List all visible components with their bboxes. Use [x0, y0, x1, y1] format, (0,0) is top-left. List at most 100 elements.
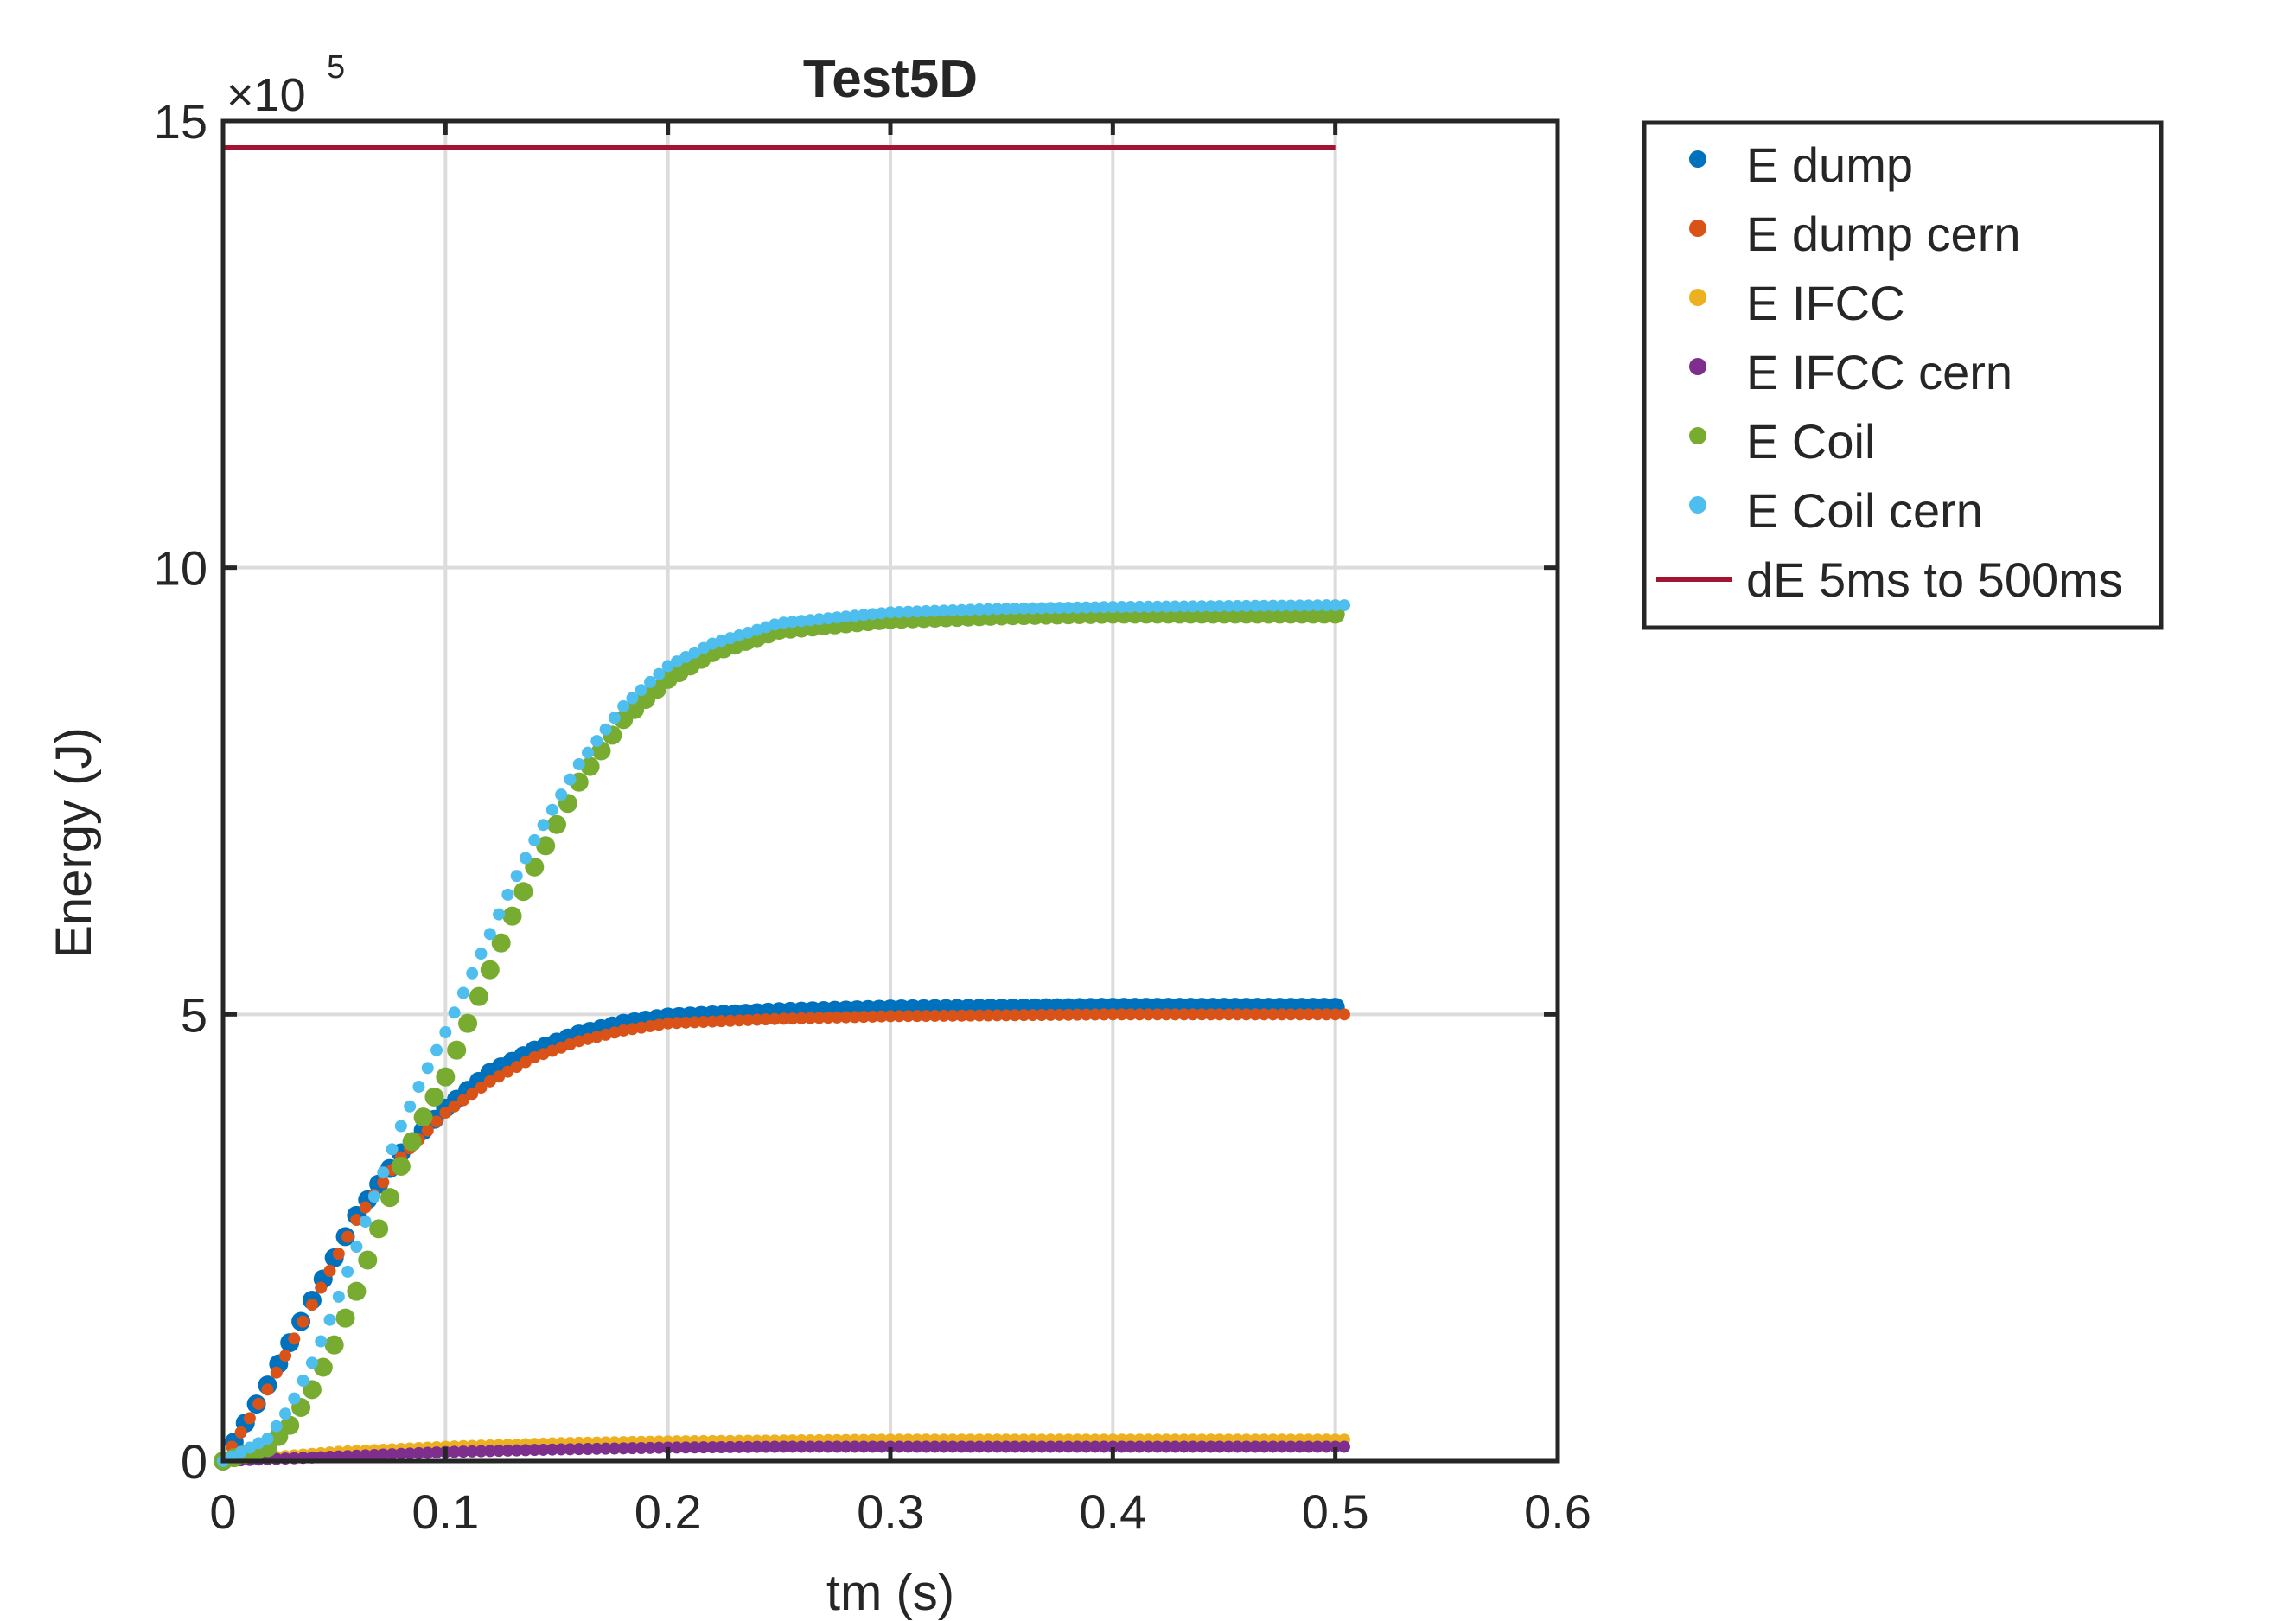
data-point: [448, 1100, 461, 1113]
data-point: [848, 1440, 861, 1453]
data-point: [733, 1014, 746, 1027]
data-point: [279, 1407, 292, 1420]
data-point: [1053, 602, 1066, 615]
data-point: [456, 1445, 469, 1458]
data-point: [920, 605, 933, 618]
legend-swatch: [1689, 496, 1706, 514]
data-point: [1204, 600, 1217, 613]
data-point: [617, 699, 630, 712]
data-point: [937, 604, 950, 617]
data-point: [893, 1010, 906, 1023]
data-point: [466, 1445, 479, 1458]
data-point: [910, 1440, 923, 1453]
data-point: [661, 1017, 674, 1030]
data-point: [644, 1441, 657, 1454]
data-point: [1107, 1440, 1119, 1453]
data-point: [1186, 600, 1199, 613]
data-point: [697, 1016, 710, 1029]
data-point: [1213, 1008, 1226, 1021]
legend-item: E IFCC cern: [1689, 345, 2012, 399]
data-point: [404, 1447, 417, 1460]
data-point: [288, 1332, 301, 1345]
data-point: [347, 1281, 367, 1301]
data-point: [1098, 1440, 1111, 1453]
data-point: [1302, 1440, 1315, 1453]
data-point: [430, 1446, 443, 1459]
data-point: [590, 1442, 603, 1455]
data-point: [884, 606, 896, 619]
data-point: [795, 1440, 808, 1453]
data-point: [475, 948, 488, 960]
data-point: [706, 1441, 719, 1454]
legend-label: E IFCC cern: [1746, 345, 2012, 399]
data-point: [715, 1441, 728, 1454]
data-point: [280, 1415, 300, 1435]
data-point: [821, 612, 834, 625]
data-point: [288, 1392, 301, 1405]
data-point: [1213, 1440, 1226, 1453]
data-point: [635, 1021, 647, 1034]
data-point: [1142, 600, 1155, 613]
data-point: [831, 1440, 844, 1453]
data-point: [813, 1440, 826, 1453]
data-point: [421, 1446, 434, 1459]
data-point: [1062, 1008, 1075, 1021]
y-exponent-base: ×10: [226, 69, 306, 121]
data-point: [537, 1443, 550, 1456]
series-e-dump-cern: [217, 1008, 1350, 1467]
data-point: [305, 1356, 318, 1369]
data-point: [1133, 600, 1146, 613]
data-point: [421, 1062, 434, 1075]
data-point: [777, 1440, 790, 1453]
data-point: [626, 1023, 639, 1036]
data-point: [510, 870, 523, 883]
data-point: [1160, 600, 1173, 613]
data-point: [1080, 601, 1093, 614]
data-point: [1302, 1008, 1315, 1021]
data-point: [928, 1440, 941, 1453]
data-point: [617, 1442, 630, 1455]
data-point: [617, 1024, 630, 1037]
data-point: [724, 1014, 737, 1027]
data-point: [706, 1015, 719, 1028]
data-point: [910, 605, 923, 618]
data-point: [1320, 1008, 1333, 1021]
data-point: [1088, 1440, 1101, 1453]
data-point: [358, 1250, 378, 1270]
data-point: [1124, 600, 1137, 613]
data-point: [599, 1442, 612, 1455]
data-point: [866, 608, 879, 621]
data-point: [1133, 1008, 1146, 1021]
data-point: [412, 1446, 425, 1459]
data-point: [252, 1397, 265, 1410]
data-point: [1124, 1440, 1137, 1453]
legend-swatch: [1689, 427, 1706, 444]
data-point: [1088, 601, 1101, 614]
y-exponent-power: 5: [327, 49, 345, 86]
data-point: [537, 819, 550, 832]
legend-label: E Coil: [1746, 414, 1875, 469]
data-point: [367, 1448, 380, 1461]
data-point: [1320, 1440, 1333, 1453]
data-point: [1266, 599, 1279, 612]
data-point: [447, 1040, 467, 1060]
data-point: [528, 833, 541, 846]
data-point: [1044, 602, 1057, 615]
data-point: [955, 603, 968, 616]
data-point: [1009, 1009, 1022, 1022]
data-point: [626, 1442, 639, 1455]
x-tick-label: 0.6: [1524, 1484, 1591, 1539]
data-point: [1115, 1440, 1128, 1453]
x-axis-label: tm (s): [826, 1565, 954, 1621]
data-point: [1115, 1008, 1128, 1021]
data-point: [1320, 599, 1333, 612]
data-point: [279, 1350, 292, 1363]
chart-title: Test5D: [803, 49, 978, 109]
data-point: [599, 723, 612, 736]
data-point: [608, 1442, 621, 1455]
data-point: [964, 1440, 977, 1453]
data-point: [1071, 1008, 1084, 1021]
data-point: [1258, 1440, 1271, 1453]
data-point: [1071, 1440, 1084, 1453]
